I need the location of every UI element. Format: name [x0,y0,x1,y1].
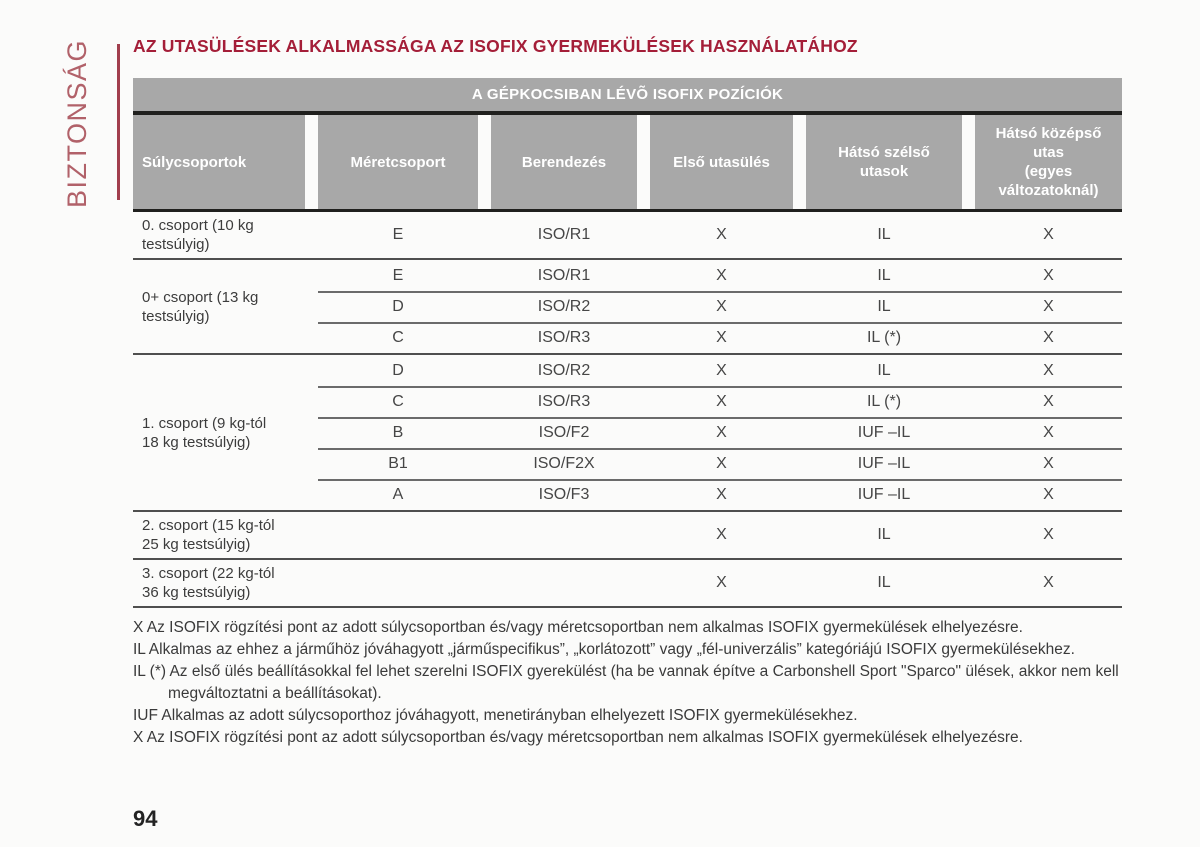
cell-front-seat: X [716,226,727,243]
chapter-sidebar-label: BIZTONSÁG [62,38,92,208]
cell-rear-center: X [1043,574,1054,591]
cell-rear-outer: IL [877,297,891,315]
column-header-front-seat: Első utasülés [650,115,793,209]
cell-rear-center: X [1043,266,1054,284]
cell-size-class: C [392,328,404,346]
cell-rear-center: X [1043,485,1054,503]
cell-front-seat: X [716,574,727,591]
cell-front-seat: X [716,485,727,503]
cell-size-class [318,560,478,606]
weight-group-row: 0. csoport (10 kg testsúlyig) E ISO/R1 X IL X [133,212,1122,258]
footnote-line: X Az ISOFIX rögzítési pont az adott súly… [133,619,1023,636]
group-label: 0+ csoport (13 kg testsúlyig) [142,288,259,325]
footnotes: X Az ISOFIX rögzítési pont az adott súly… [133,617,1122,749]
weight-group-row: 3. csoport (22 kg-tól 36 kg testsúlyig) X… [133,558,1122,606]
cell-size-class: C [392,392,404,410]
group-label: 1. csoport (9 kg-tól 18 kg testsúlyig) [142,414,267,451]
group-label: 0. csoport (10 kg testsúlyig) [142,217,254,253]
cell-front-seat: X [716,423,727,441]
cell-size-class: B [392,423,404,441]
chapter-sidebar-rule [117,44,120,200]
column-header-size-class: Méretcsoport [318,115,478,209]
page-title: AZ UTASÜLÉSEK ALKALMASSÁGA AZ ISOFIX GYE… [133,36,858,56]
cell-rear-outer: IL [877,226,891,243]
cell-rear-center: X [1043,328,1054,346]
cell-equipment: ISO/R3 [537,328,591,346]
cell-front-seat: X [716,454,727,472]
cell-rear-outer: IL (*) [866,328,902,346]
weight-group-row: 0+ csoport (13 kg testsúlyig) E ISO/R1 X IL X… [133,258,1122,353]
footnote-line: IL (*) Az első ülés beállításokkal fel l… [133,663,1119,680]
table-header-row: Súlycsoportok Méretcsoport Berendezés El… [133,115,1122,212]
sub-row-separator [318,479,1122,481]
cell-size-class [318,512,478,558]
page-number: 94 [133,806,158,831]
sub-row-separator [318,417,1122,419]
cell-front-seat: X [716,328,727,346]
cell-front-seat: X [716,361,727,379]
column-header-rear-center: Hátsó középső utas (egyes változatoknál) [975,115,1122,209]
cell-front-seat: X [716,526,727,543]
cell-equipment: ISO/R1 [537,226,591,243]
cell-equipment: ISO/R3 [537,392,591,410]
cell-size-class: E [392,226,404,243]
cell-rear-outer: IL [877,266,891,284]
sub-row-separator [318,386,1122,388]
cell-rear-outer: IUF –IL [857,485,911,503]
cell-size-class: A [392,485,404,503]
cell-size-class: E [392,266,404,284]
cell-equipment: ISO/F3 [538,485,590,503]
footnote-line: IUF Alkalmas az adott súlycsoporthoz jóv… [133,707,858,724]
cell-equipment [491,560,637,606]
footnote-line: megváltoztatni a beállításokat). [168,685,382,702]
cell-size-class: D [392,361,404,379]
cell-rear-outer: IL [877,361,891,379]
cell-front-seat: X [716,297,727,315]
cell-front-seat: X [716,392,727,410]
cell-equipment: ISO/R2 [537,297,591,315]
cell-rear-outer: IL [877,574,891,591]
column-header-weight-groups: Súlycsoportok [133,115,305,209]
cell-front-seat: X [716,266,727,284]
weight-group-row: 1. csoport (9 kg-tól 18 kg testsúlyig) D I… [133,353,1122,510]
sub-row-separator [318,448,1122,450]
cell-rear-outer: IL (*) [866,392,902,410]
sub-row-separator [318,322,1122,324]
group-label: 2. csoport (15 kg-tól 25 kg testsúlyig) [142,517,275,553]
cell-size-class: B1 [388,454,408,472]
table-caption: A GÉPKOCSIBAN LÉVÕ ISOFIX POZÍCIÓK [133,78,1122,115]
page-content: AZ UTASÜLÉSEK ALKALMASSÁGA AZ ISOFIX GYE… [133,36,1122,749]
weight-group-row: 2. csoport (15 kg-tól 25 kg testsúlyig) X… [133,510,1122,558]
cell-rear-center: X [1043,526,1054,543]
cell-equipment: ISO/R1 [537,266,591,284]
table-body: 0. csoport (10 kg testsúlyig) E ISO/R1 X IL X… [133,212,1122,608]
footnote-line: X Az ISOFIX rögzítési pont az adott súly… [133,729,1023,746]
cell-equipment: ISO/F2 [538,423,590,441]
column-header-equipment: Berendezés [491,115,637,209]
cell-rear-outer: IUF –IL [857,423,911,441]
cell-rear-center: X [1043,297,1054,315]
cell-size-class: D [392,297,404,315]
isofix-positions-table: A GÉPKOCSIBAN LÉVÕ ISOFIX POZÍCIÓK Súlyc… [133,78,1122,608]
cell-rear-center: X [1043,361,1054,379]
cell-rear-center: X [1043,226,1054,243]
cell-rear-center: X [1043,454,1054,472]
column-header-rear-outer: Hátsó szélső utasok [806,115,962,209]
cell-equipment [491,512,637,558]
cell-rear-center: X [1043,392,1054,410]
cell-rear-outer: IL [877,526,891,543]
cell-rear-outer: IUF –IL [857,454,911,472]
footnote-line: IL Alkalmas az ehhez a járműhöz jóváhagy… [133,641,1075,658]
cell-equipment: ISO/R2 [537,361,591,379]
sub-row-separator [318,291,1122,293]
cell-equipment: ISO/F2X [533,454,595,472]
group-label: 3. csoport (22 kg-tól 36 kg testsúlyig) [142,565,275,601]
cell-rear-center: X [1043,423,1054,441]
